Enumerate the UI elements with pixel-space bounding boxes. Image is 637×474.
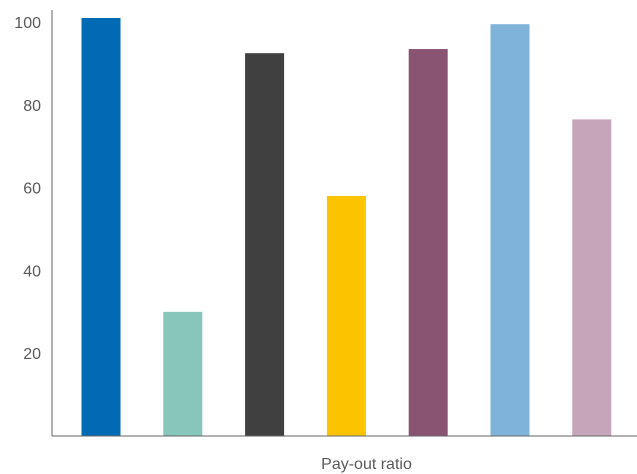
bar — [326, 195, 366, 436]
bar — [245, 53, 285, 436]
bar — [408, 49, 448, 436]
y-tick-label: 20 — [23, 346, 41, 363]
bar — [490, 24, 530, 437]
bar — [572, 119, 612, 436]
y-axis-ticks: 20 40 60 80 100 — [14, 15, 41, 363]
bars-group — [81, 18, 612, 437]
bar — [81, 18, 121, 436]
y-tick-label: 80 — [23, 98, 41, 115]
y-tick-label: 100 — [14, 15, 41, 32]
x-axis-title: Pay-out ratio — [321, 456, 412, 473]
y-tick-label: 60 — [23, 181, 41, 198]
bar — [163, 311, 203, 436]
y-tick-label: 40 — [23, 263, 41, 280]
